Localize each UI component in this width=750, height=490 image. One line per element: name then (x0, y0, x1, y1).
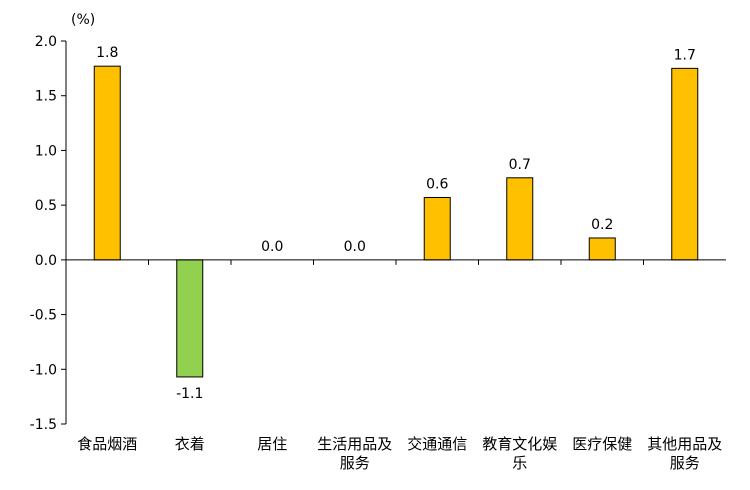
category-label: 衣着 (175, 435, 205, 453)
data-label: 0.0 (261, 239, 283, 255)
data-label: 1.7 (674, 47, 696, 63)
bar (93, 65, 121, 261)
y-axis-ticks: 2.0 1.5 1.0 0.5 0.0 -0.5 -1.0 -1.5 (30, 34, 644, 433)
category-label: 医疗保健 (572, 435, 632, 453)
y-axis-unit-label: (%) (71, 12, 95, 28)
category-label: 其他用品及 (647, 435, 722, 453)
y-tick-label: -1.0 (30, 362, 57, 378)
bars (93, 65, 699, 378)
y-tick-label: -0.5 (30, 308, 57, 324)
category-label: 服务 (670, 454, 700, 472)
bar (423, 196, 451, 261)
y-tick-label: -1.5 (30, 417, 57, 433)
y-tick-label: 1.5 (35, 89, 57, 105)
bar (176, 259, 204, 378)
category-label: 交通通信 (407, 435, 467, 453)
data-label: 0.7 (509, 157, 531, 173)
category-label: 食品烟酒 (77, 435, 137, 453)
y-tick-label: 0.0 (35, 253, 57, 269)
category-label: 居住 (257, 435, 287, 453)
category-label: 服务 (340, 454, 370, 472)
data-label: -1.1 (176, 386, 203, 402)
category-label: 教育文化娱 (482, 435, 557, 453)
category-label: 乐 (512, 454, 527, 472)
data-label: 0.0 (344, 239, 366, 255)
bar (506, 177, 534, 261)
data-labels: 1.8 -1.1 0.0 0.0 0.6 0.7 0.2 1.7 (96, 45, 696, 402)
data-label: 0.2 (591, 217, 613, 233)
y-tick-label: 2.0 (35, 34, 57, 50)
bar (588, 237, 616, 261)
category-label: 生活用品及 (317, 435, 392, 453)
y-tick-label: 1.0 (35, 143, 57, 159)
bar (671, 67, 699, 261)
data-label: 0.6 (426, 176, 448, 192)
y-tick-label: 0.5 (35, 198, 57, 214)
data-label: 1.8 (96, 45, 118, 61)
